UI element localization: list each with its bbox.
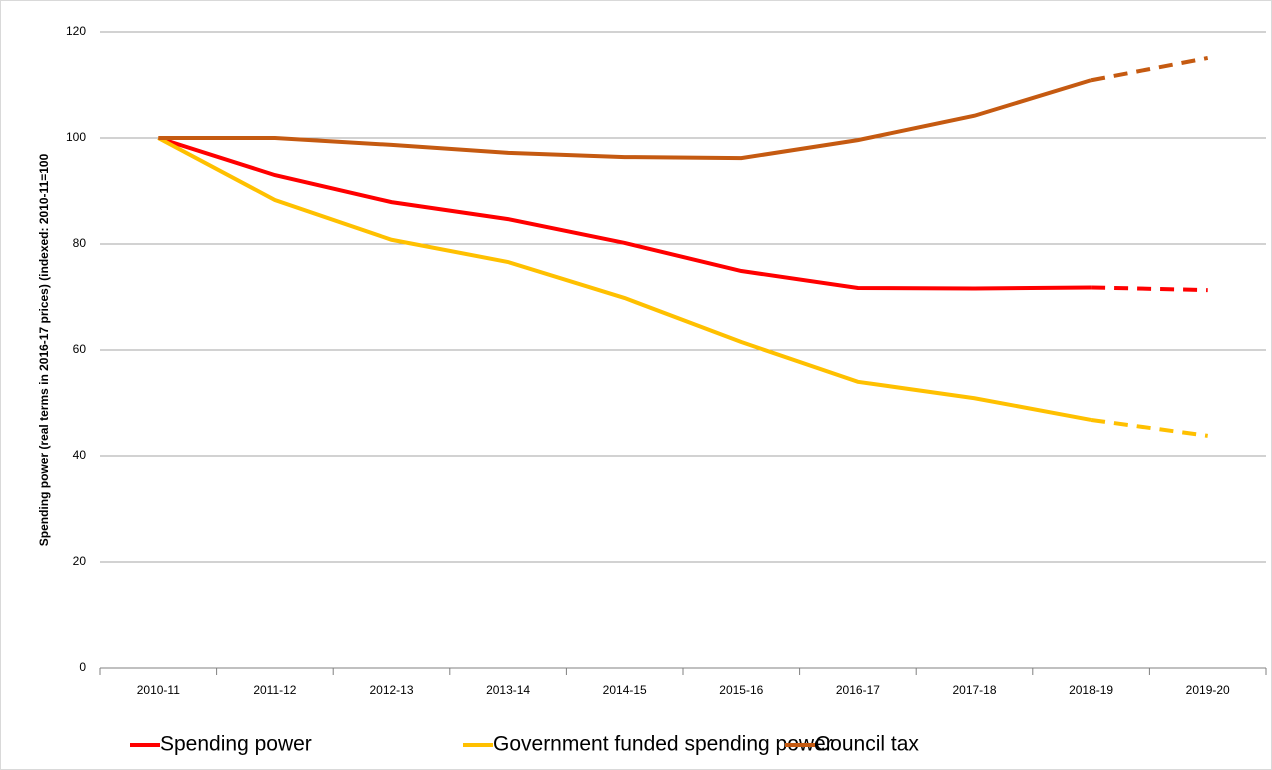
projection-line [1091, 285, 1208, 293]
y-tick-label: 80 [73, 236, 87, 250]
y-tick-label: 120 [66, 24, 86, 38]
x-tick-label: 2014-15 [603, 683, 647, 697]
x-tick-label: 2015-16 [719, 683, 763, 697]
legend-label: Council tax [815, 733, 919, 756]
y-tick-label: 40 [73, 448, 87, 462]
y-axis-title: Spending power (real terms in 2016-17 pr… [37, 153, 51, 546]
series-line [157, 136, 1092, 291]
series-line [158, 78, 1092, 161]
x-tick-label: 2016-17 [836, 683, 880, 697]
x-tick-label: 2013-14 [486, 683, 530, 697]
y-tick-label: 20 [73, 554, 87, 568]
legend-label: Spending power [160, 733, 312, 756]
x-tick-label: 2018-19 [1069, 683, 1113, 697]
x-tick-label: 2011-12 [253, 683, 296, 697]
y-tick-label: 100 [66, 130, 86, 144]
y-tick-label: 0 [79, 660, 86, 674]
series-line [157, 136, 1092, 422]
projection-line [1090, 56, 1209, 83]
legend-label: Government funded spending power [493, 733, 833, 756]
x-tick-label: 2017-18 [952, 683, 996, 697]
x-tick-label: 2019-20 [1186, 683, 1230, 697]
x-tick-label: 2010-11 [137, 683, 180, 697]
x-tick-label: 2012-13 [369, 683, 413, 697]
y-tick-label: 60 [73, 342, 87, 356]
projection-line [1090, 417, 1208, 438]
